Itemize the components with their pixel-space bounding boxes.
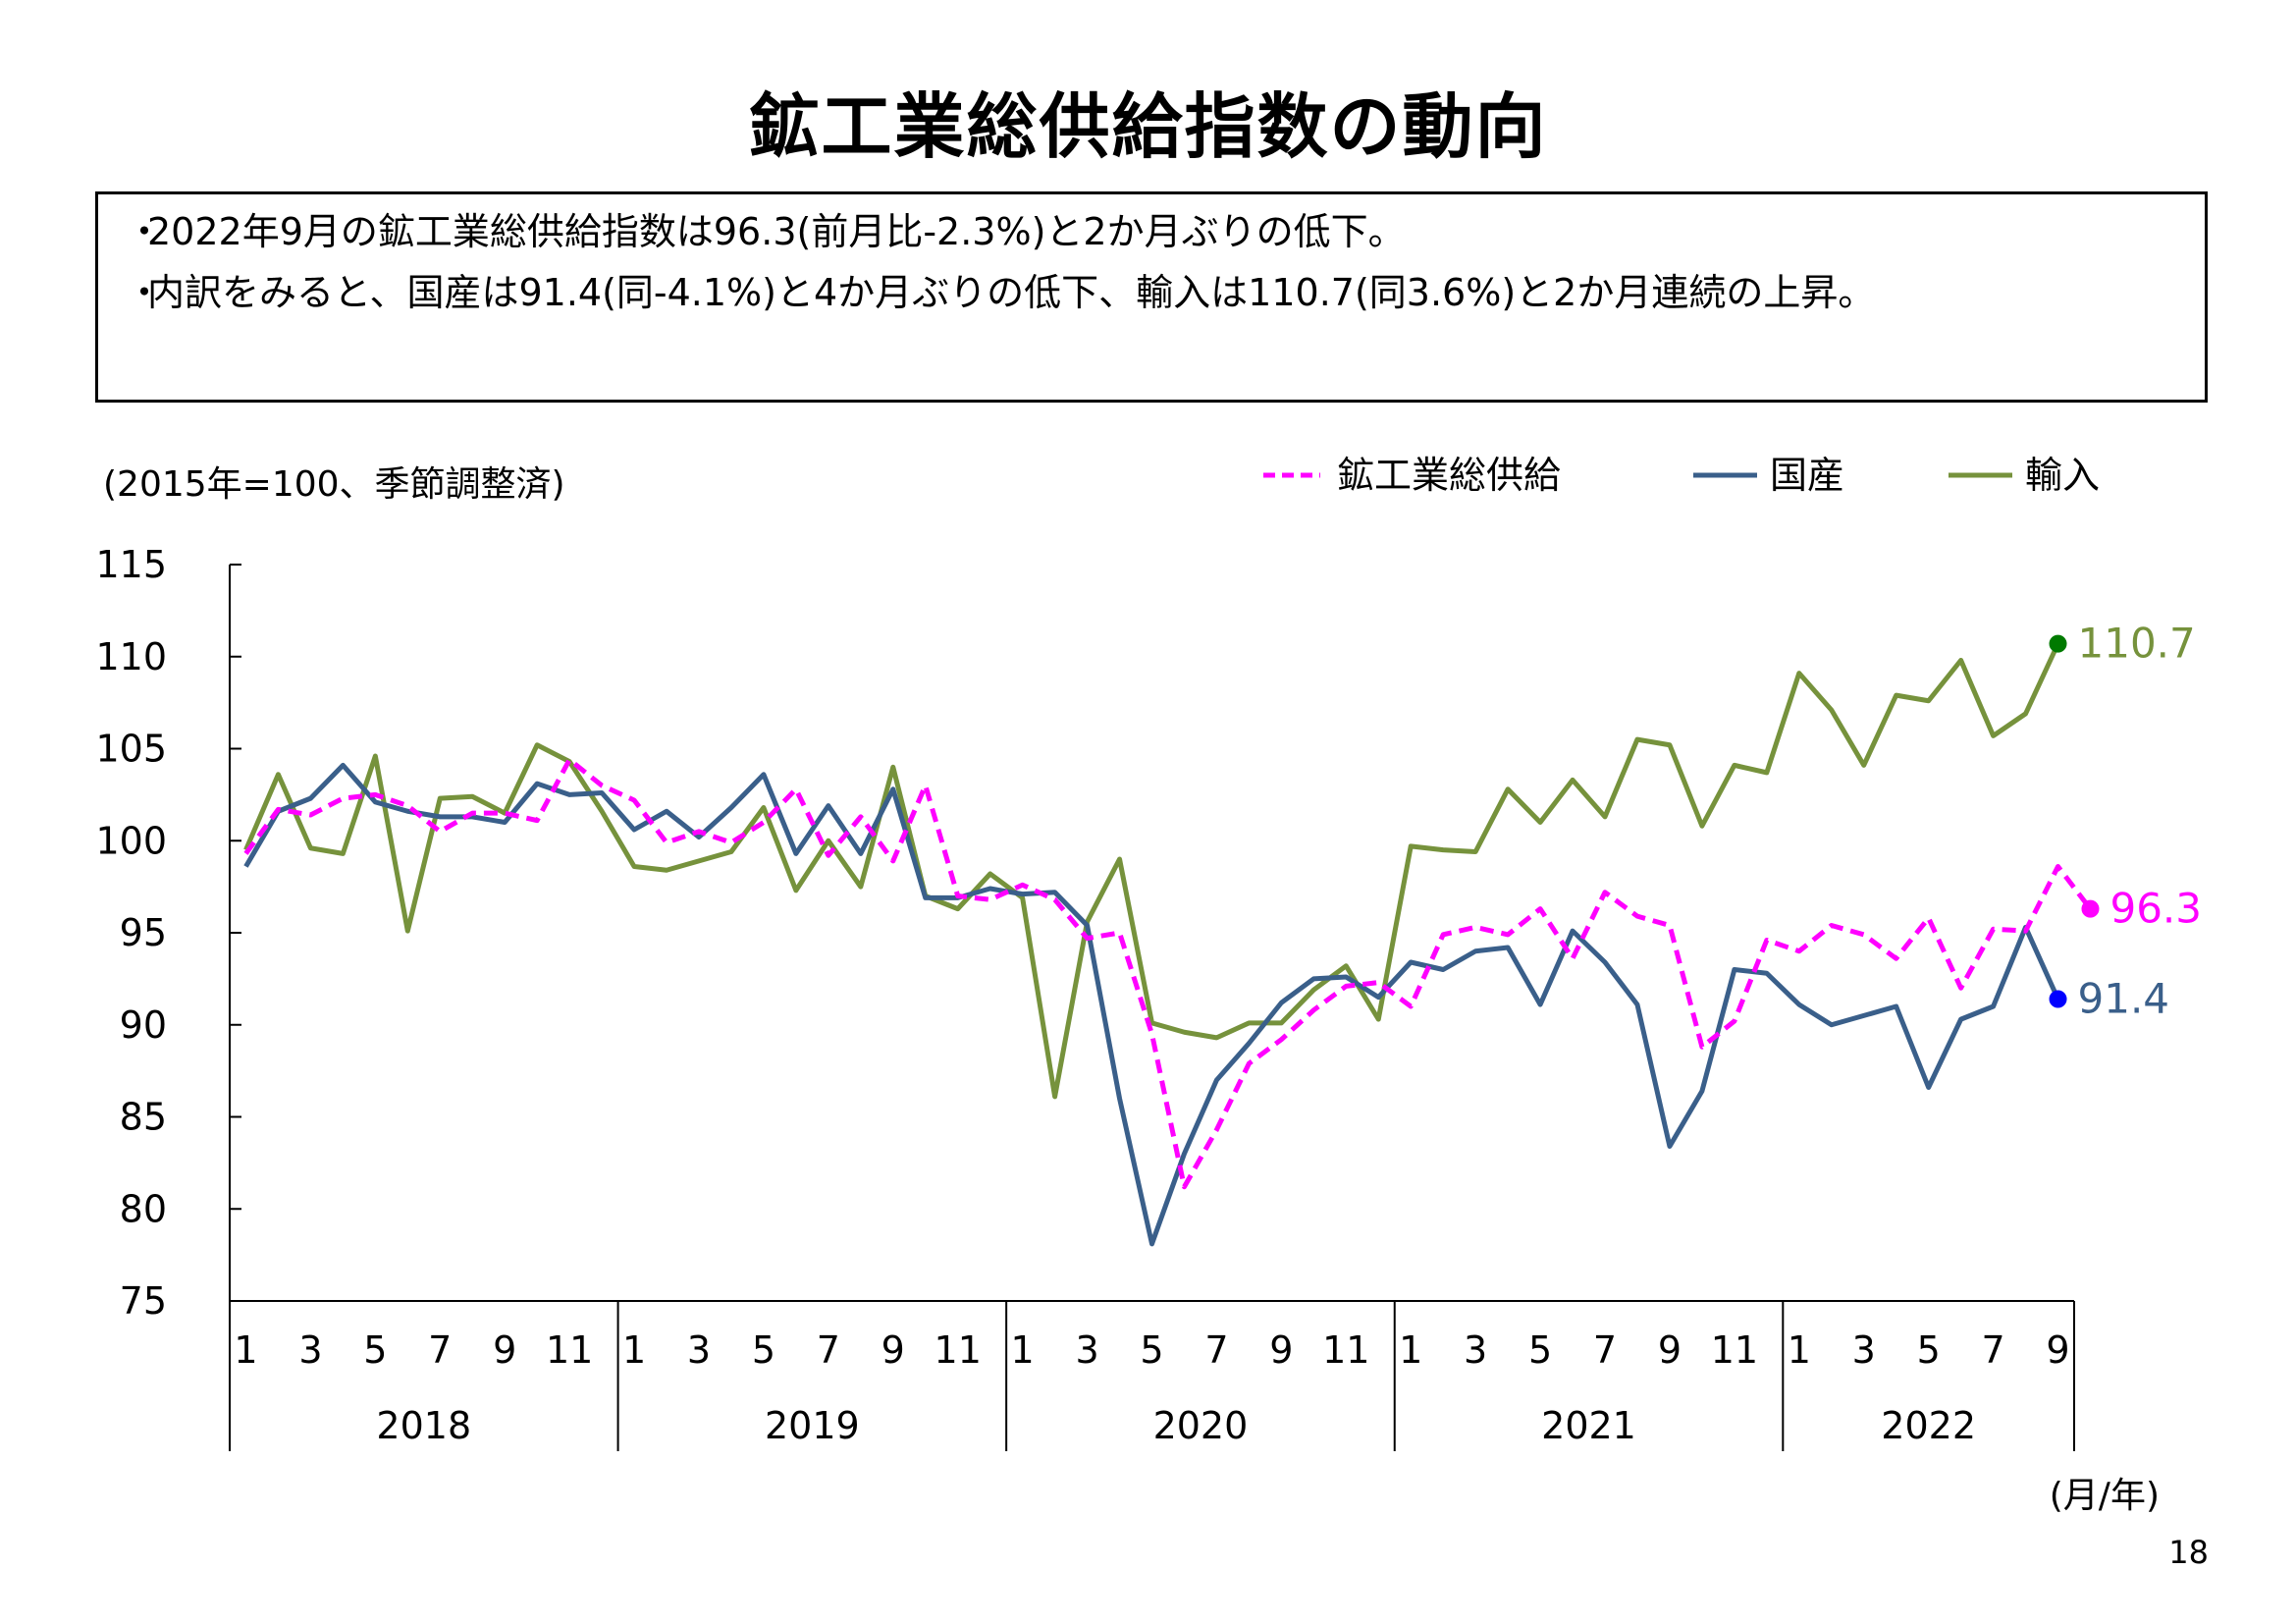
y-tick-label: 90	[120, 1003, 167, 1047]
series-line-domestic	[243, 762, 2060, 1247]
legend-label-total: 鉱工業総供給	[1337, 454, 1561, 497]
end-point-import	[2049, 634, 2067, 653]
month-tick-label: 9	[493, 1328, 516, 1372]
y-tick-label: 95	[120, 911, 167, 954]
month-tick-label: 3	[298, 1328, 322, 1372]
y-tick-label: 115	[95, 543, 167, 586]
month-tick-label: 9	[2046, 1328, 2069, 1372]
legend: 鉱工業総供給 国産 輸入	[1263, 454, 2100, 497]
month-tick-label: 3	[687, 1328, 711, 1372]
month-tick-label: 9	[1658, 1328, 1682, 1372]
year-label: 2022	[1881, 1404, 1976, 1447]
x-axis-unit-label: (月/年)	[2050, 1476, 2160, 1516]
summary-line-1: ・ 2022年9月の鉱工業総供給指数は96.3(前月比-2.3%)と2か月ぶりの…	[126, 208, 2185, 255]
month-tick-label: 1	[622, 1328, 646, 1372]
page-title: 鉱工業総供給指数の動向	[748, 85, 1548, 168]
end-point-total	[2081, 899, 2100, 918]
summary-box: ・ 2022年9月の鉱工業総供給指数は96.3(前月比-2.3%)と2か月ぶりの…	[95, 191, 2208, 403]
y-tick-label: 105	[95, 728, 167, 771]
end-label-import: 110.7	[2078, 620, 2196, 668]
end-label-total: 96.3	[2109, 885, 2202, 933]
legend-label-import: 輸入	[2025, 454, 2100, 497]
y-tick-label: 85	[120, 1096, 167, 1139]
month-tick-label: 5	[363, 1328, 387, 1372]
month-tick-label: 1	[1011, 1328, 1035, 1372]
month-tick-label: 5	[752, 1328, 775, 1372]
month-tick-label: 5	[1528, 1328, 1552, 1372]
y-tick-label: 75	[120, 1279, 167, 1323]
month-tick-label: 5	[1917, 1328, 1941, 1372]
month-tick-label: 9	[1269, 1328, 1293, 1372]
legend-label-domestic: 国産	[1770, 454, 1844, 497]
series-line-total	[243, 757, 2093, 1190]
month-tick-label: 3	[1852, 1328, 1876, 1372]
unit-note: (2015年=100、季節調整済)	[103, 464, 565, 505]
month-tick-label: 1	[1788, 1328, 1811, 1372]
year-label: 2021	[1541, 1404, 1636, 1447]
year-label: 2019	[765, 1404, 860, 1447]
month-tick-label: 7	[817, 1328, 840, 1372]
page-number: 18	[2168, 1534, 2209, 1571]
month-tick-label: 3	[1464, 1328, 1487, 1372]
y-tick-label: 100	[95, 819, 167, 862]
y-tick-label: 110	[95, 635, 167, 678]
month-tick-label: 11	[546, 1328, 593, 1372]
month-tick-label: 1	[234, 1328, 257, 1372]
month-tick-label: 11	[1322, 1328, 1369, 1372]
summary-text-1: 2022年9月の鉱工業総供給指数は96.3(前月比-2.3%)と2か月ぶりの低下…	[147, 210, 1406, 253]
month-tick-label: 7	[1981, 1328, 2004, 1372]
month-tick-label: 7	[1593, 1328, 1617, 1372]
month-tick-label: 5	[1140, 1328, 1163, 1372]
end-point-domestic	[2049, 990, 2067, 1008]
month-tick-label: 9	[881, 1328, 905, 1372]
bullet-mark: ・	[126, 210, 164, 253]
y-tick-label: 80	[120, 1187, 167, 1230]
end-label-domestic: 91.4	[2078, 975, 2170, 1023]
bullet-mark: ・	[126, 271, 164, 314]
month-tick-label: 7	[1204, 1328, 1228, 1372]
month-tick-label: 1	[1399, 1328, 1422, 1372]
summary-text-2: 内訳をみると、国産は91.4(同-4.1%)と4か月ぶりの低下、輸入は110.7…	[147, 271, 1876, 314]
series-line-import	[243, 642, 2060, 1100]
month-tick-label: 11	[934, 1328, 982, 1372]
year-label: 2020	[1153, 1404, 1249, 1447]
month-tick-label: 7	[428, 1328, 452, 1372]
summary-line-2: ・ 内訳をみると、国産は91.4(同-4.1%)と4か月ぶりの低下、輸入は110…	[126, 269, 2185, 316]
year-label: 2018	[376, 1404, 471, 1447]
month-tick-label: 3	[1075, 1328, 1098, 1372]
month-tick-label: 11	[1711, 1328, 1758, 1372]
series-group: 110.7 91.4 96.3	[243, 620, 2202, 1247]
